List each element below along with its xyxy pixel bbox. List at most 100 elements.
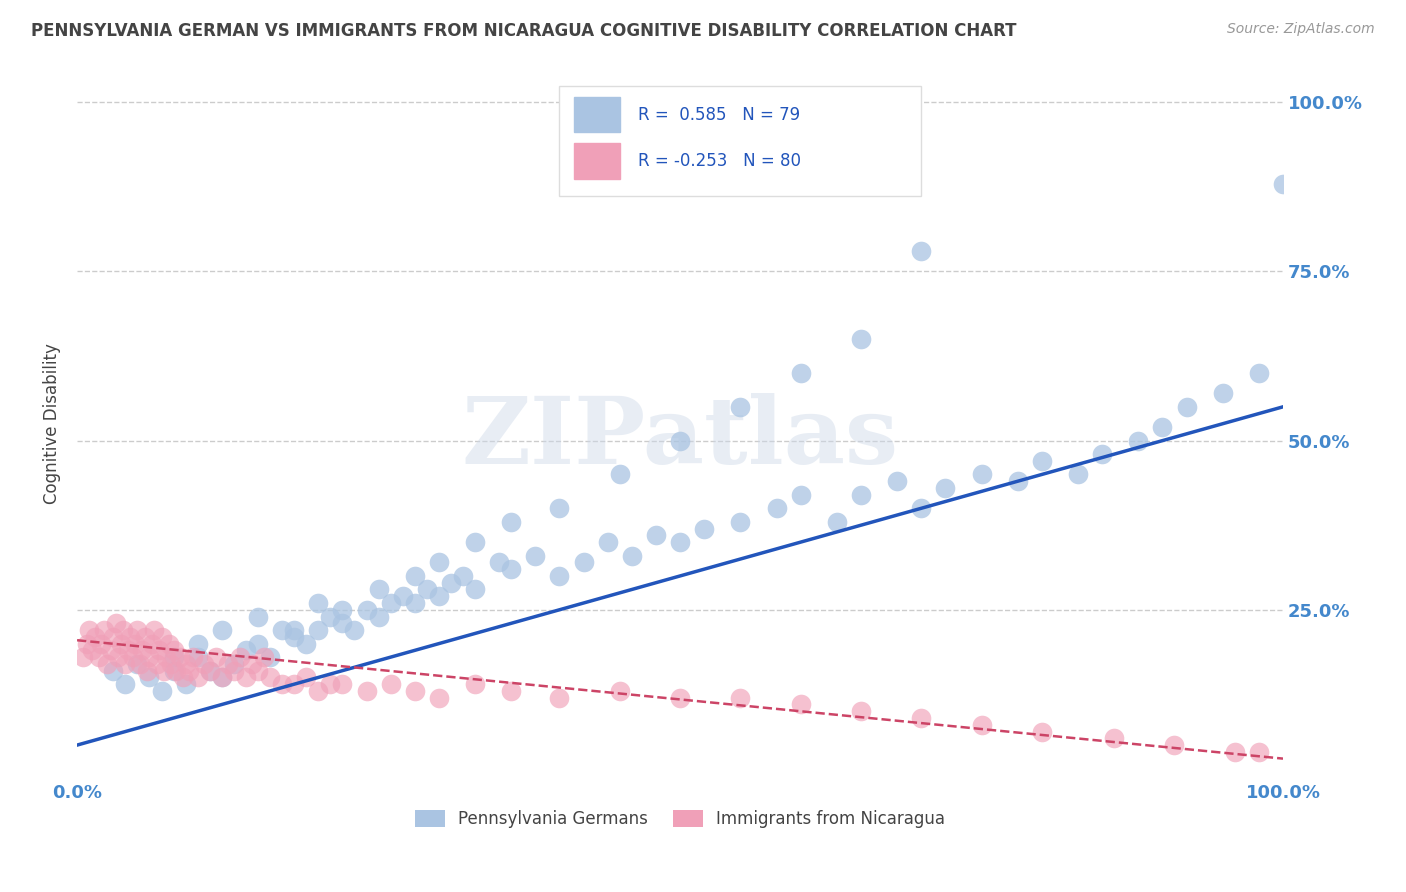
Point [246,609,269,624]
Point [307,596,329,610]
Point [609,684,631,698]
Point [87,650,110,665]
Point [501,562,523,576]
Point [145,657,167,671]
Point [910,501,932,516]
Point [849,332,872,346]
Point [367,609,389,624]
Point [572,556,595,570]
Point [217,657,239,671]
Point [332,677,354,691]
Point [295,670,318,684]
Point [404,569,426,583]
Point [825,515,848,529]
Point [114,677,136,691]
Point [730,515,752,529]
Text: ZIPatlas: ZIPatlas [461,393,898,483]
Point [162,664,184,678]
Point [730,690,752,705]
Point [669,690,692,705]
Point [204,650,226,665]
Point [107,650,129,665]
Point [136,664,159,678]
Point [157,637,180,651]
Text: R = -0.253   N = 80: R = -0.253 N = 80 [638,152,801,169]
Point [440,575,463,590]
Point [789,488,811,502]
Point [80,643,103,657]
Point [1128,434,1150,448]
Point [160,657,183,671]
Point [283,630,305,644]
Point [100,643,122,657]
Point [1031,724,1053,739]
Point [620,549,643,563]
Point [451,569,474,583]
Point [222,664,245,678]
Point [134,630,156,644]
Point [609,467,631,482]
Point [193,657,215,671]
Point [669,434,692,448]
Point [128,657,150,671]
FancyBboxPatch shape [574,143,620,178]
Point [150,684,173,698]
Point [141,637,163,651]
Point [693,522,716,536]
Point [120,630,142,644]
Point [427,589,450,603]
Point [1247,366,1270,380]
Point [765,501,787,516]
Point [181,650,204,665]
Point [319,609,342,624]
Point [271,677,294,691]
Point [427,690,450,705]
Point [343,623,366,637]
Point [72,650,94,665]
Point [380,596,402,610]
Point [934,481,956,495]
Point [124,637,146,651]
FancyBboxPatch shape [574,97,620,132]
FancyBboxPatch shape [560,87,921,196]
Point [1091,447,1114,461]
Point [427,556,450,570]
Point [253,650,276,665]
Point [127,623,149,637]
Point [77,623,100,637]
Point [332,603,354,617]
Point [548,690,571,705]
Point [645,528,668,542]
Point [235,643,257,657]
Point [198,664,221,678]
Point [246,637,269,651]
Point [1212,386,1234,401]
Point [138,650,160,665]
Point [596,535,619,549]
Point [849,488,872,502]
Point [211,623,233,637]
Point [198,664,221,678]
Point [131,643,153,657]
Point [174,677,197,691]
Point [172,670,194,684]
Point [169,650,191,665]
Point [162,643,184,657]
Point [259,670,281,684]
Point [910,711,932,725]
Point [789,366,811,380]
Point [187,670,209,684]
Point [187,637,209,651]
Point [1067,467,1090,482]
Point [229,650,252,665]
Point [524,549,547,563]
Point [404,684,426,698]
Point [1272,177,1295,191]
Point [222,657,245,671]
Point [1007,474,1029,488]
Point [356,603,378,617]
Point [464,582,486,597]
Point [187,650,209,665]
Point [114,657,136,671]
Text: R =  0.585   N = 79: R = 0.585 N = 79 [638,105,800,124]
